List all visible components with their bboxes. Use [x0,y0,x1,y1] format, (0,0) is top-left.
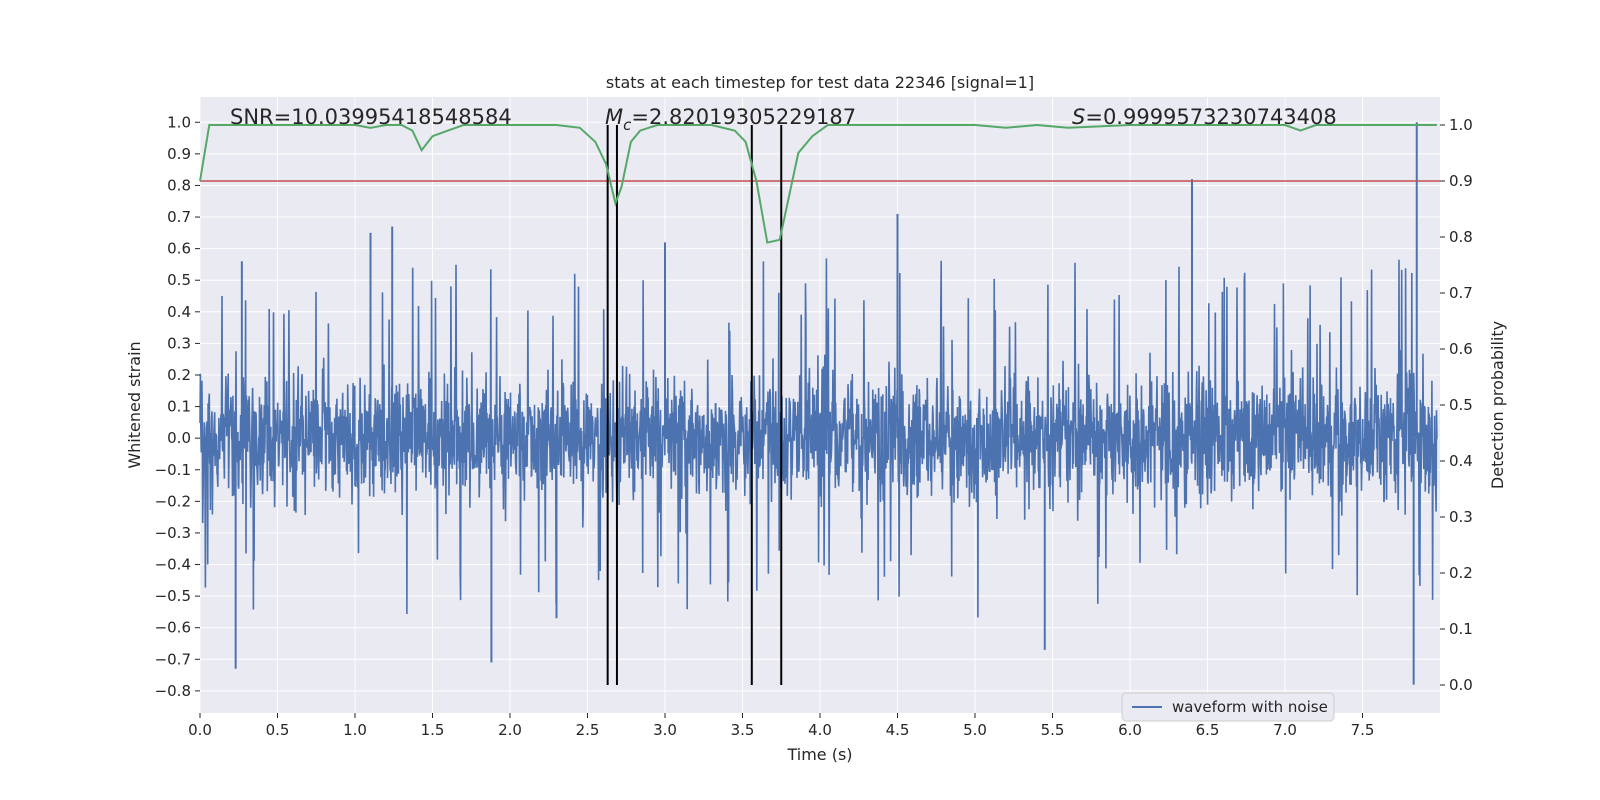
x-tick-label: 3.5 [731,721,755,739]
y-right-tick-label: 0.9 [1449,172,1473,190]
y-left-tick-label: −0.4 [155,556,191,574]
y-left-tick-label: −0.7 [155,650,191,668]
y-right-tick-label: 0.4 [1449,452,1473,470]
x-tick-label: 0.5 [266,721,290,739]
legend-label: waveform with noise [1172,698,1328,716]
x-axis: 0.0 0.5 1.0 1.5 2.0 2.5 3.0 3.5 4.0 4.5 5.0 5.5 6.0 6… [188,713,1374,739]
chirp-mass-annotation: Mc=2.82019305229187 [605,105,856,134]
y-right-tick-label: 0.7 [1449,284,1473,302]
x-axis-label: Time (s) [786,745,852,764]
y-left-tick-label: 0.5 [167,271,191,289]
strain-series [199,122,1438,685]
y-right-tick-label: 0.2 [1449,564,1473,582]
x-tick-label: 4.5 [886,721,910,739]
y-left-tick-label: 0.8 [167,176,191,194]
y-left-tick-label: 0.0 [167,429,191,447]
y-right-tick-label: 1.0 [1449,116,1473,134]
y-axis-right: 1.0 0.9 0.8 0.7 0.6 0.5 0.4 0.3 0.2 0.1 0.0 [1440,116,1473,694]
x-tick-label: 3.0 [653,721,677,739]
x-tick-label: 2.0 [498,721,522,739]
y-axis-left-label: Whitened strain [125,341,144,468]
y-right-tick-label: 0.8 [1449,228,1473,246]
y-left-tick-label: 0.7 [167,208,191,226]
x-tick-label: 6.5 [1196,721,1220,739]
x-tick-label: 7.5 [1351,721,1375,739]
y-left-tick-label: 0.6 [167,240,191,258]
mc-value: =2.82019305229187 [631,105,856,129]
snr-annotation: SNR=10.03995418548584 [230,105,512,129]
y-left-tick-label: −0.6 [155,619,191,637]
x-tick-label: 6.0 [1118,721,1142,739]
y-left-tick-label: −0.8 [155,682,191,700]
s-symbol: S [1072,105,1085,129]
y-left-tick-label: −0.3 [155,524,191,542]
mc-symbol: M [605,105,623,129]
y-right-tick-label: 0.1 [1449,620,1473,638]
x-tick-label: 7.0 [1273,721,1297,739]
y-left-tick-label: 1.0 [167,113,191,131]
y-left-tick-label: 0.9 [167,145,191,163]
strain-line [199,258,1438,618]
x-tick-label: 1.0 [343,721,367,739]
legend-box [1121,692,1335,722]
y-left-tick-label: 0.1 [167,398,191,416]
x-tick-label: 5.5 [1041,721,1065,739]
x-tick-label: 0.0 [188,721,212,739]
chart-title: stats at each timestep for test data 223… [606,73,1034,92]
x-tick-label: 4.0 [808,721,832,739]
y-axis-left: 1.0 0.9 0.8 0.7 0.6 0.5 0.4 0.3 0.2 0.1 0.0 −0.1 −0.… [155,113,200,700]
y-right-tick-label: 0.6 [1449,340,1473,358]
y-left-tick-label: −0.2 [155,492,191,510]
y-left-tick-label: 0.3 [167,334,191,352]
y-left-tick-label: −0.1 [155,461,191,479]
y-left-tick-label: 0.4 [167,303,191,321]
x-tick-label: 1.5 [421,721,445,739]
x-tick-label: 2.5 [576,721,600,739]
y-left-tick-label: −0.5 [155,587,191,605]
probability-line [199,123,1437,244]
legend: waveform with noise [1121,692,1335,722]
y-right-tick-label: 0.5 [1449,396,1473,414]
y-axis-right-label: Detection probability [1488,321,1507,489]
s-value: =0.9999573230743408 [1085,105,1336,129]
s-annotation: S=0.9999573230743408 [1072,105,1337,129]
y-left-tick-label: 0.2 [167,366,191,384]
overlays [199,123,1440,685]
y-right-tick-label: 0.0 [1449,676,1473,694]
y-right-tick-label: 0.3 [1449,508,1473,526]
x-tick-label: 5.0 [963,721,987,739]
mc-subscript: c [623,116,632,134]
